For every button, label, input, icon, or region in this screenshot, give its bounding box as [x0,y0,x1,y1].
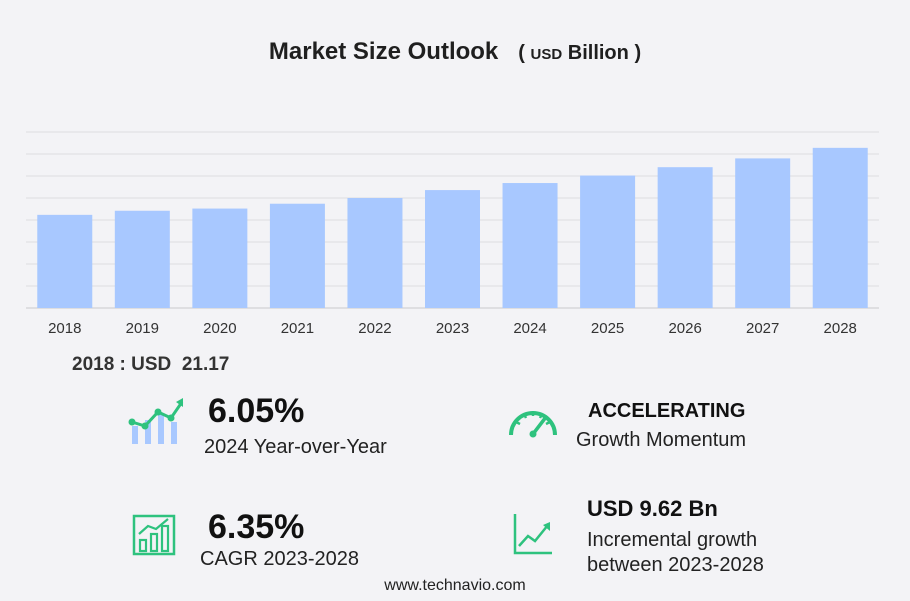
bar-2020 [192,208,248,308]
yoy-value: 6.05% [208,392,305,430]
x-tick-label: 2022 [358,320,391,337]
momentum-head: ACCELERATING [588,400,746,422]
x-tick-label: 2028 [824,320,857,337]
momentum-label: Growth Momentum [576,429,747,451]
bar-2028 [812,147,868,308]
bar-2022 [347,198,403,308]
unit-currency: USD [530,46,563,63]
incremental-label-line1: Incremental growth [587,529,758,551]
x-tick-label: 2025 [591,320,624,337]
bar-2026 [657,167,713,308]
bar-growth-icon [132,514,176,556]
cagr-label: CAGR 2023-2028 [200,548,359,570]
unit-magnitude: Billion [567,42,629,64]
x-tick-label: 2024 [513,320,546,337]
incremental-value: USD 9.62 Bn [587,496,718,521]
footer-url: www.technavio.com [384,577,526,594]
chart-title-unit: ( USD Billion ) [518,42,641,64]
unit-close-paren: ) [634,42,642,64]
trend-chart-icon [128,398,184,444]
cagr-value: 6.35% [208,508,305,546]
x-tick-label: 2027 [746,320,779,337]
line-growth-icon [513,514,552,555]
bar-2018 [37,214,93,308]
x-tick-label: 2021 [281,320,314,337]
speedometer-icon [509,411,557,438]
x-tick-label: 2020 [203,320,236,337]
unit-open-paren: ( [518,42,525,64]
chart-title-main: Market Size Outlook [268,38,499,65]
x-tick-label: 2018 [48,320,81,337]
bar-2021 [269,203,325,308]
bar-2023 [425,190,480,308]
bar-2024 [502,183,558,308]
base-year-value: 2018 : USD 21.17 [72,354,230,375]
x-tick-label: 2026 [668,320,701,337]
bar-chart: 2018 2019 2020 2021 2022 2023 2024 2025 2026 2027… [26,131,879,337]
bar-2019 [114,210,170,308]
bar-2027 [735,158,791,308]
x-tick-label: 2023 [436,320,469,337]
bar-2025 [580,175,636,308]
x-tick-label: 2019 [126,320,159,337]
chart-title: Market Size Outlook ( USD Billion ) [0,38,910,66]
yoy-label: 2024 Year-over-Year [204,436,387,458]
incremental-label-line2: between 2023-2028 [587,554,764,576]
